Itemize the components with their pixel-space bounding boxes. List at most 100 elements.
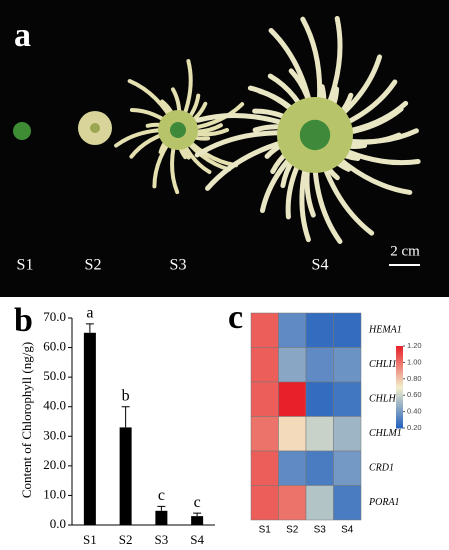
row-label: CHLI1 — [369, 359, 397, 370]
heatmap-cell — [278, 450, 307, 486]
heatmap-cell — [250, 450, 279, 486]
row-label: PORA1 — [368, 497, 400, 508]
colorbar-segment — [396, 368, 403, 372]
error-bar — [193, 512, 202, 517]
y-tick-label: 40.0 — [43, 398, 66, 413]
flowers — [13, 15, 421, 245]
colorbar-segment — [396, 399, 403, 402]
y-tick-label: 10.0 — [43, 486, 66, 501]
y-tick-label: 30.0 — [43, 427, 66, 442]
colorbar-segment — [396, 380, 403, 384]
heatmap-cell — [305, 381, 334, 417]
significance-label: b — [122, 387, 130, 404]
colorbar-segment — [396, 360, 403, 363]
stage-label: S1 — [17, 257, 34, 274]
panel-label: b — [14, 302, 33, 339]
x-tick-label: S2 — [119, 532, 133, 547]
colorbar-segment — [396, 346, 403, 349]
colorbar-label: 0.80 — [407, 374, 422, 383]
x-tick-label: S4 — [190, 532, 204, 547]
colorbar-segment — [396, 358, 403, 361]
row-label: CRD1 — [369, 463, 394, 474]
colorbar-segment — [396, 411, 403, 415]
scale-bar-label: 2 cm — [390, 243, 420, 259]
colorbar-segment — [396, 391, 403, 394]
x-tick-label: S1 — [83, 532, 97, 547]
colorbar-segment — [396, 354, 403, 357]
colorbar-segment — [396, 352, 403, 355]
panel-label: c — [228, 299, 243, 336]
colorbar-segment — [396, 364, 403, 367]
colorbar-segment — [396, 393, 403, 396]
colorbar-segment — [396, 409, 403, 413]
heatmap-cell — [278, 312, 307, 348]
heatmap-cell — [278, 485, 307, 521]
y-tick-label: 20.0 — [43, 457, 66, 472]
bar — [191, 516, 204, 525]
x-tick-label: S3 — [155, 532, 169, 547]
panel-label: a — [14, 17, 31, 54]
colorbar-segment — [396, 395, 403, 398]
y-tick-label: 70.0 — [43, 309, 66, 324]
colorbar-segment — [396, 413, 403, 417]
colorbar-segment — [396, 387, 403, 390]
colorbar-segment — [396, 382, 403, 386]
colorbar-segment — [396, 374, 403, 378]
flower-eye — [170, 122, 186, 138]
colorbar-segment — [396, 366, 403, 370]
row-label: CHLM1 — [369, 428, 402, 439]
heatmap-cell — [333, 485, 362, 521]
heatmap-cell — [333, 416, 362, 452]
heatmap-cell — [333, 312, 362, 348]
stage-label: S2 — [85, 257, 102, 274]
colorbar-segment — [396, 405, 403, 408]
error-bar — [121, 406, 130, 428]
colorbar-label: 1.00 — [407, 357, 422, 366]
colorbar-segment — [396, 370, 403, 374]
y-tick-label: 60.0 — [43, 339, 66, 354]
colorbar-segment — [396, 356, 403, 359]
heatmap-cell — [250, 312, 279, 348]
colorbar-segment — [396, 417, 403, 421]
heatmap-cell — [305, 347, 334, 383]
heatmap-cell — [305, 312, 334, 348]
heatmap-cell — [305, 416, 334, 452]
heatmap-cell — [278, 381, 307, 417]
colorbar-segment — [396, 421, 403, 425]
error-bar — [157, 505, 166, 511]
bud-eye — [90, 123, 100, 133]
colorbar-segment — [396, 384, 403, 388]
flower-eye — [299, 119, 331, 151]
error-bar — [85, 323, 94, 333]
heatmap-cell — [333, 450, 362, 486]
bar — [119, 427, 132, 525]
colorbar-label: 0.40 — [407, 407, 422, 416]
colorbar-label: 1.20 — [407, 341, 422, 350]
heatmap-cell — [250, 416, 279, 452]
colorbar-segment — [396, 419, 403, 423]
colorbar-segment — [396, 407, 403, 411]
column-label: S2 — [286, 525, 299, 536]
heatmap-cell — [278, 416, 307, 452]
colorbar-segment — [396, 378, 403, 382]
y-tick-label: 0.0 — [50, 516, 66, 531]
heatmap-cell — [333, 381, 362, 417]
heatmap-cell — [250, 485, 279, 521]
colorbar-segment — [396, 372, 403, 376]
y-axis-title: Content of Chlorophyll (ng/g) — [19, 342, 34, 498]
heatmap-cell — [250, 347, 279, 383]
colorbar-segment — [396, 397, 403, 400]
colorbar-segment — [396, 425, 403, 429]
significance-label: c — [158, 487, 165, 504]
colorbar-segment — [396, 401, 403, 404]
colorbar-segment — [396, 423, 403, 427]
heatmap-cell — [305, 485, 334, 521]
colorbar-segment — [396, 362, 403, 365]
colorbar-segment — [396, 389, 403, 392]
colorbar-segment — [396, 350, 403, 353]
row-label: HEMA1 — [368, 325, 402, 336]
significance-label: a — [86, 305, 93, 322]
column-label: S1 — [259, 525, 272, 536]
colorbar-segment — [396, 376, 403, 380]
